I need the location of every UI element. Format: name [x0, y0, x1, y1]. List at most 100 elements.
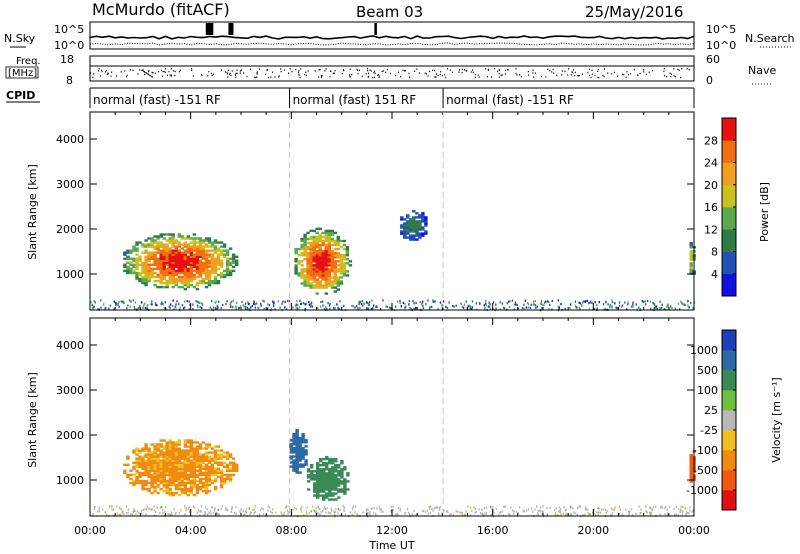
scatter-cell — [659, 300, 661, 303]
scatter-cell — [257, 306, 259, 309]
scatter-cell — [362, 511, 364, 514]
scatter-cell — [303, 302, 305, 305]
echo-cell — [300, 251, 304, 255]
scatter-cell — [365, 511, 368, 514]
scatter-cell — [303, 514, 305, 517]
echo-cell — [316, 478, 320, 481]
scatter-cell — [367, 508, 369, 511]
echo-cell — [192, 241, 197, 244]
nave-dot — [597, 68, 599, 71]
echo-cell — [331, 466, 335, 469]
echo-cell — [325, 472, 329, 475]
echo-cell — [198, 469, 203, 472]
echo-cell — [150, 269, 154, 273]
echo-cell — [295, 459, 299, 462]
scatter-cell — [558, 506, 561, 509]
scatter-cell — [474, 507, 477, 510]
echo-cell — [165, 269, 169, 273]
velocity-colorbar-label: Velocity [m s⁻¹] — [770, 377, 783, 462]
nave-dot — [373, 76, 375, 78]
scatter-cell — [373, 506, 375, 509]
echo-cell — [195, 247, 200, 250]
scatter-cell — [261, 507, 263, 510]
echo-cell — [300, 268, 304, 271]
echo-cell — [174, 263, 178, 266]
echo-cell — [189, 255, 194, 258]
echo-cell — [334, 476, 338, 479]
echo-cell — [174, 241, 178, 244]
nave-dot — [663, 70, 665, 73]
echo-cell — [180, 487, 184, 491]
scatter-cell — [197, 300, 199, 303]
echo-cell — [318, 245, 322, 249]
echo-cell — [186, 477, 190, 481]
echo-cell — [324, 284, 328, 287]
echo-cell — [409, 236, 413, 239]
nave-dot — [532, 69, 534, 71]
echo-cell — [147, 453, 151, 456]
echo-cell — [192, 255, 197, 258]
echo-cell — [174, 469, 178, 472]
nave-dot — [408, 72, 410, 75]
echo-cell — [150, 271, 154, 275]
scatter-cell — [677, 508, 680, 511]
echo-cell — [321, 243, 325, 247]
scatter-cell — [539, 506, 542, 509]
echo-cell — [298, 457, 302, 460]
echo-cell — [340, 490, 344, 493]
nave-dot — [561, 74, 563, 76]
scatter-cell — [310, 303, 312, 306]
scatter-cell — [390, 307, 392, 310]
echo-cell — [316, 486, 320, 489]
scatter-cell — [687, 304, 689, 307]
echo-cell — [306, 480, 311, 483]
scatter-cell — [359, 306, 361, 309]
echo-cell — [141, 479, 145, 483]
echo-cell — [235, 255, 239, 258]
echo-cell — [198, 485, 203, 489]
echo-cell — [321, 278, 325, 281]
nave-dot — [142, 69, 143, 72]
echo-cell — [144, 453, 148, 456]
echo-cell — [138, 449, 142, 452]
echo-cell — [165, 489, 169, 493]
scatter-cell — [460, 511, 462, 515]
scatter-cell — [183, 300, 186, 303]
echo-cell — [153, 471, 157, 475]
echo-cell — [135, 477, 139, 481]
echo-cell — [415, 230, 419, 233]
scatter-cell — [369, 511, 371, 514]
scatter-cell — [563, 506, 565, 509]
scatter-cell — [540, 300, 543, 303]
nave-dot — [598, 77, 600, 79]
echo-cell — [135, 241, 139, 244]
scatter-cell — [578, 301, 580, 304]
scatter-cell — [118, 305, 120, 308]
scatter-cell — [297, 307, 299, 310]
echo-cell — [328, 478, 332, 481]
echo-cell — [156, 265, 160, 269]
colorbar-swatch — [722, 184, 736, 208]
echo-cell — [192, 243, 197, 246]
echo-cell — [162, 277, 166, 281]
echo-cell — [180, 281, 184, 285]
echo-cell — [292, 455, 296, 458]
nave-dot — [179, 69, 181, 71]
nave-dot — [207, 75, 209, 77]
echo-cell — [306, 270, 310, 273]
echo-cell — [315, 286, 319, 289]
echo-cell — [177, 457, 181, 460]
echo-cell — [339, 245, 344, 249]
echo-cell — [162, 255, 166, 258]
nave-dot — [367, 68, 368, 70]
echo-cell — [198, 273, 203, 277]
scatter-cell — [322, 509, 324, 513]
echo-cell — [198, 247, 203, 250]
scatter-cell — [611, 511, 614, 515]
scatter-cell — [465, 300, 467, 303]
echo-cell — [336, 280, 340, 283]
echo-cell — [162, 263, 166, 266]
nave-dot — [267, 69, 268, 71]
echo-cell — [129, 477, 133, 481]
scatter-cell — [542, 505, 544, 508]
